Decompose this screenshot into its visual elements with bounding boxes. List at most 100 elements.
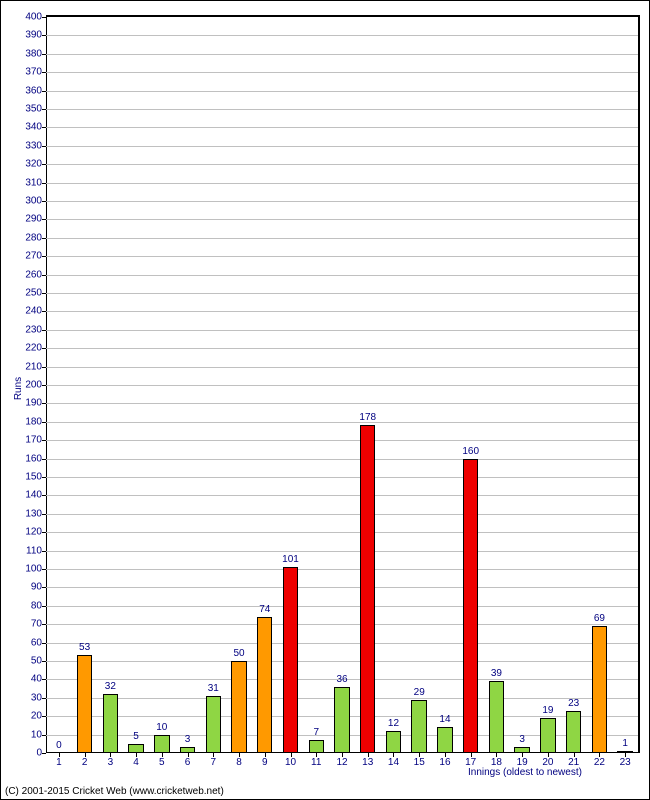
grid-line <box>46 256 638 257</box>
grid-line <box>46 35 638 36</box>
y-tick-label: 350 <box>25 104 46 115</box>
y-tick-label: 400 <box>25 12 46 23</box>
y-tick-label: 0 <box>36 748 46 759</box>
grid-line <box>46 403 638 404</box>
y-tick-label: 100 <box>25 564 46 575</box>
grid-line <box>46 348 638 349</box>
bar <box>566 711 581 753</box>
bar-value-label: 7 <box>313 727 319 738</box>
y-tick-label: 190 <box>25 398 46 409</box>
y-tick-label: 270 <box>25 251 46 262</box>
grid-line <box>46 532 638 533</box>
grid-line <box>46 54 638 55</box>
y-tick-label: 160 <box>25 453 46 464</box>
y-tick-label: 90 <box>31 582 46 593</box>
grid-line <box>46 201 638 202</box>
bar <box>411 700 426 753</box>
grid-line <box>46 661 638 662</box>
bar-value-label: 1 <box>622 738 628 749</box>
bar <box>206 696 221 753</box>
bar-value-label: 19 <box>542 705 553 716</box>
bar <box>154 735 169 753</box>
bar-value-label: 10 <box>156 722 167 733</box>
bar-value-label: 32 <box>105 681 116 692</box>
grid-line <box>46 330 638 331</box>
chart-container: 0102030405060708090100110120130140150160… <box>0 0 650 800</box>
y-tick-label: 130 <box>25 508 46 519</box>
grid-line <box>46 91 638 92</box>
x-tick-label: 6 <box>185 753 191 768</box>
x-tick-label: 14 <box>388 753 399 768</box>
bar-value-label: 23 <box>568 698 579 709</box>
x-tick-label: 8 <box>236 753 242 768</box>
x-tick-label: 2 <box>82 753 88 768</box>
x-tick-label: 5 <box>159 753 165 768</box>
bar-value-label: 69 <box>594 613 605 624</box>
grid-line <box>46 275 638 276</box>
grid-line <box>46 367 638 368</box>
y-tick-label: 70 <box>31 619 46 630</box>
grid-line <box>46 440 638 441</box>
bar <box>231 661 246 753</box>
y-tick-label: 330 <box>25 140 46 151</box>
x-tick-label: 12 <box>336 753 347 768</box>
x-tick-label: 15 <box>414 753 425 768</box>
bar <box>334 687 349 753</box>
y-tick-label: 360 <box>25 85 46 96</box>
x-tick-label: 3 <box>108 753 114 768</box>
bar <box>283 567 298 753</box>
y-tick-label: 110 <box>26 545 46 556</box>
x-tick-label: 20 <box>542 753 553 768</box>
y-tick-label: 340 <box>25 122 46 133</box>
bar-value-label: 50 <box>233 648 244 659</box>
grid-line <box>46 183 638 184</box>
grid-line <box>46 514 638 515</box>
grid-line <box>46 311 638 312</box>
x-tick-label: 23 <box>620 753 631 768</box>
bar-value-label: 0 <box>56 740 62 751</box>
grid-line <box>46 72 638 73</box>
bar-value-label: 101 <box>282 554 299 565</box>
bar <box>540 718 555 753</box>
chart-footer: (C) 2001-2015 Cricket Web (www.cricketwe… <box>5 786 224 797</box>
y-tick-label: 230 <box>25 324 46 335</box>
x-tick-label: 19 <box>517 753 528 768</box>
bar-value-label: 31 <box>208 683 219 694</box>
bar-value-label: 160 <box>462 446 479 457</box>
grid-line <box>46 477 638 478</box>
bar-value-label: 12 <box>388 718 399 729</box>
y-tick-label: 170 <box>25 435 46 446</box>
grid-line <box>46 606 638 607</box>
y-tick-label: 140 <box>25 490 46 501</box>
y-tick-label: 200 <box>25 380 46 391</box>
y-tick-label: 120 <box>25 527 46 538</box>
grid-line <box>46 422 638 423</box>
grid-line <box>46 164 638 165</box>
x-tick-label: 21 <box>568 753 579 768</box>
x-tick-label: 4 <box>133 753 139 768</box>
bar <box>592 626 607 753</box>
bar-value-label: 29 <box>414 687 425 698</box>
y-tick-label: 390 <box>25 30 46 41</box>
y-tick-label: 10 <box>31 729 46 740</box>
bar <box>489 681 504 753</box>
y-tick-label: 240 <box>25 306 46 317</box>
y-tick-label: 80 <box>31 600 46 611</box>
plot-area: 0102030405060708090100110120130140150160… <box>46 15 640 753</box>
grid-line <box>46 238 638 239</box>
y-tick-label: 250 <box>25 288 46 299</box>
grid-line <box>46 293 638 294</box>
y-tick-label: 260 <box>25 269 46 280</box>
bar <box>309 740 324 753</box>
x-tick-label: 22 <box>594 753 605 768</box>
y-tick-label: 40 <box>31 674 46 685</box>
grid-line <box>46 624 638 625</box>
y-tick-label: 20 <box>31 711 46 722</box>
bar-value-label: 74 <box>259 604 270 615</box>
bar <box>437 727 452 753</box>
grid-line <box>46 587 638 588</box>
bar-value-label: 3 <box>185 734 191 745</box>
bar-value-label: 39 <box>491 668 502 679</box>
y-tick-label: 290 <box>25 214 46 225</box>
x-tick-label: 11 <box>311 753 321 768</box>
